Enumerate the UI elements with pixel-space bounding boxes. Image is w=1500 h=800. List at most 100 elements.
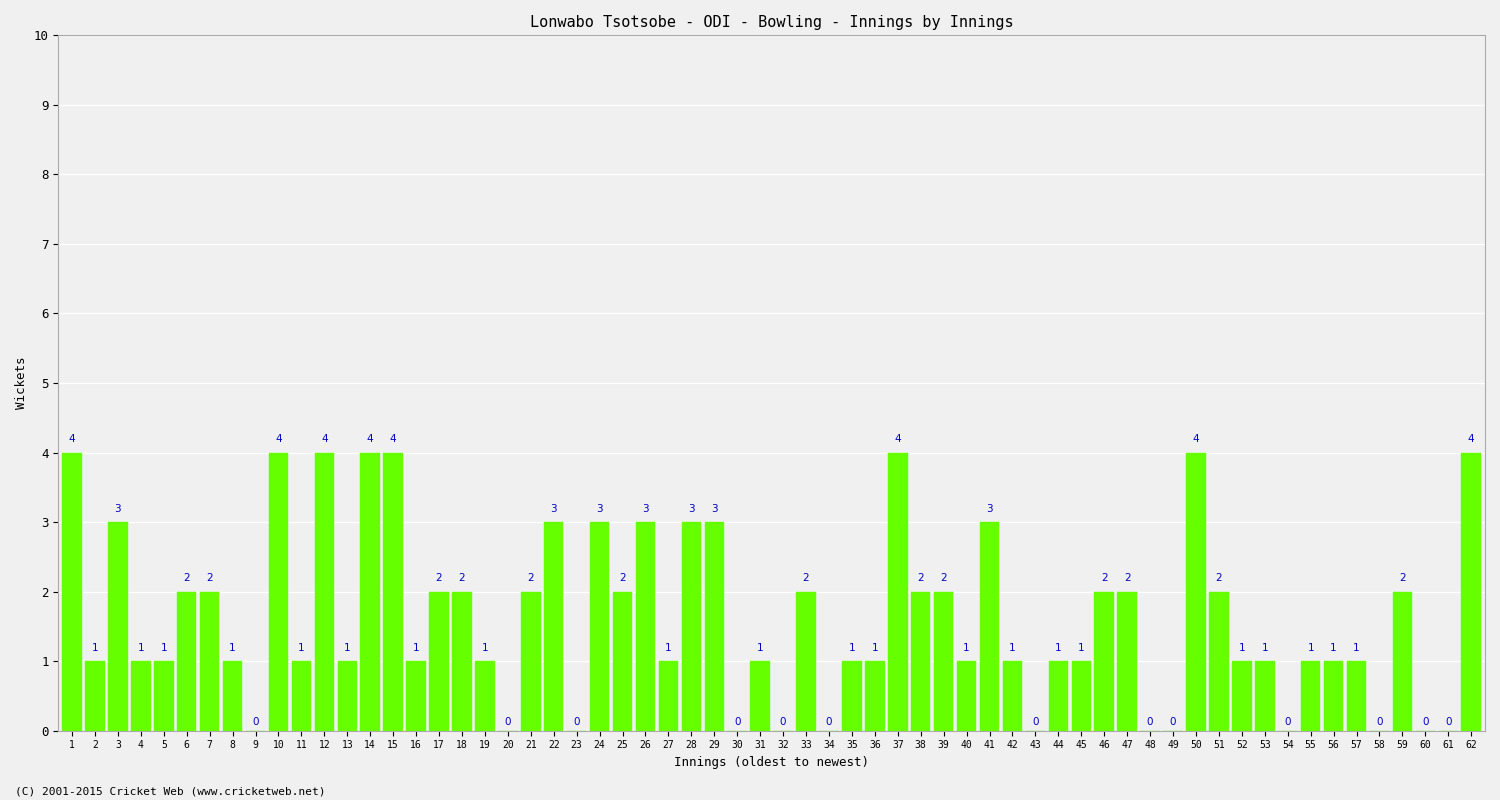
- Text: 0: 0: [504, 718, 512, 727]
- Text: 1: 1: [92, 643, 99, 653]
- Text: 1: 1: [298, 643, 304, 653]
- Text: 1: 1: [963, 643, 970, 653]
- Bar: [590, 522, 609, 730]
- Bar: [1071, 661, 1090, 730]
- Bar: [63, 453, 82, 730]
- Text: 0: 0: [252, 718, 260, 727]
- Bar: [1256, 661, 1275, 730]
- Bar: [681, 522, 700, 730]
- Bar: [1209, 592, 1228, 730]
- Text: 2: 2: [183, 574, 190, 583]
- Bar: [86, 661, 105, 730]
- Text: 0: 0: [573, 718, 580, 727]
- Text: 3: 3: [688, 504, 694, 514]
- Bar: [1392, 592, 1411, 730]
- Text: 3: 3: [597, 504, 603, 514]
- Text: 3: 3: [642, 504, 650, 514]
- Text: 2: 2: [459, 574, 465, 583]
- Text: 0: 0: [780, 718, 786, 727]
- Text: 2: 2: [1101, 574, 1107, 583]
- Text: 1: 1: [1010, 643, 1016, 653]
- Text: 1: 1: [849, 643, 855, 653]
- Text: 4: 4: [1192, 434, 1200, 444]
- Text: 0: 0: [1444, 718, 1452, 727]
- Bar: [865, 661, 885, 730]
- Text: 2: 2: [620, 574, 626, 583]
- Text: 1: 1: [758, 643, 764, 653]
- Text: 1: 1: [230, 643, 236, 653]
- Bar: [910, 592, 930, 730]
- Text: 0: 0: [825, 718, 833, 727]
- Bar: [705, 522, 724, 730]
- Bar: [842, 661, 861, 730]
- Bar: [1461, 453, 1480, 730]
- Text: 1: 1: [871, 643, 877, 653]
- Bar: [520, 592, 540, 730]
- Text: 2: 2: [1124, 574, 1131, 583]
- Bar: [200, 592, 219, 730]
- Bar: [750, 661, 770, 730]
- Bar: [636, 522, 656, 730]
- Bar: [658, 661, 678, 730]
- Bar: [268, 453, 288, 730]
- Text: 2: 2: [528, 574, 534, 583]
- Bar: [476, 661, 495, 730]
- Text: 1: 1: [1239, 643, 1245, 653]
- Bar: [177, 592, 197, 730]
- Bar: [224, 661, 243, 730]
- Text: 1: 1: [664, 643, 672, 653]
- Text: 1: 1: [413, 643, 420, 653]
- Text: 1: 1: [1054, 643, 1062, 653]
- Bar: [108, 522, 128, 730]
- Bar: [384, 453, 404, 730]
- Text: 1: 1: [344, 643, 351, 653]
- Bar: [1095, 592, 1114, 730]
- Bar: [614, 592, 633, 730]
- Text: 4: 4: [894, 434, 902, 444]
- Bar: [315, 453, 334, 730]
- Text: 2: 2: [435, 574, 442, 583]
- Text: 1: 1: [1262, 643, 1268, 653]
- Text: 1: 1: [1078, 643, 1084, 653]
- Text: 1: 1: [1353, 643, 1360, 653]
- Text: 0: 0: [1284, 718, 1292, 727]
- Text: 0: 0: [734, 718, 741, 727]
- Bar: [360, 453, 380, 730]
- Bar: [796, 592, 816, 730]
- Text: 0: 0: [1032, 718, 1038, 727]
- Bar: [154, 661, 174, 730]
- Bar: [1232, 661, 1251, 730]
- Bar: [1048, 661, 1068, 730]
- Bar: [980, 522, 999, 730]
- Text: 4: 4: [69, 434, 75, 444]
- Text: 0: 0: [1170, 718, 1176, 727]
- X-axis label: Innings (oldest to newest): Innings (oldest to newest): [674, 756, 868, 769]
- Text: 3: 3: [986, 504, 993, 514]
- Bar: [1186, 453, 1206, 730]
- Text: 0: 0: [1376, 718, 1383, 727]
- Text: 1: 1: [160, 643, 166, 653]
- Text: 4: 4: [390, 434, 396, 444]
- Text: 2: 2: [918, 574, 924, 583]
- Text: 4: 4: [274, 434, 282, 444]
- Text: 1: 1: [482, 643, 488, 653]
- Text: 3: 3: [711, 504, 717, 514]
- Text: 2: 2: [1400, 574, 1406, 583]
- Bar: [406, 661, 426, 730]
- Bar: [1002, 661, 1022, 730]
- Bar: [1347, 661, 1366, 730]
- Text: 1: 1: [1308, 643, 1314, 653]
- Y-axis label: Wickets: Wickets: [15, 357, 28, 410]
- Bar: [130, 661, 150, 730]
- Bar: [1118, 592, 1137, 730]
- Bar: [1324, 661, 1344, 730]
- Bar: [544, 522, 564, 730]
- Text: 0: 0: [1422, 718, 1428, 727]
- Bar: [452, 592, 471, 730]
- Text: 4: 4: [368, 434, 374, 444]
- Text: (C) 2001-2015 Cricket Web (www.cricketweb.net): (C) 2001-2015 Cricket Web (www.cricketwe…: [15, 786, 326, 796]
- Text: 4: 4: [321, 434, 327, 444]
- Text: 1: 1: [138, 643, 144, 653]
- Text: 3: 3: [114, 504, 122, 514]
- Bar: [957, 661, 976, 730]
